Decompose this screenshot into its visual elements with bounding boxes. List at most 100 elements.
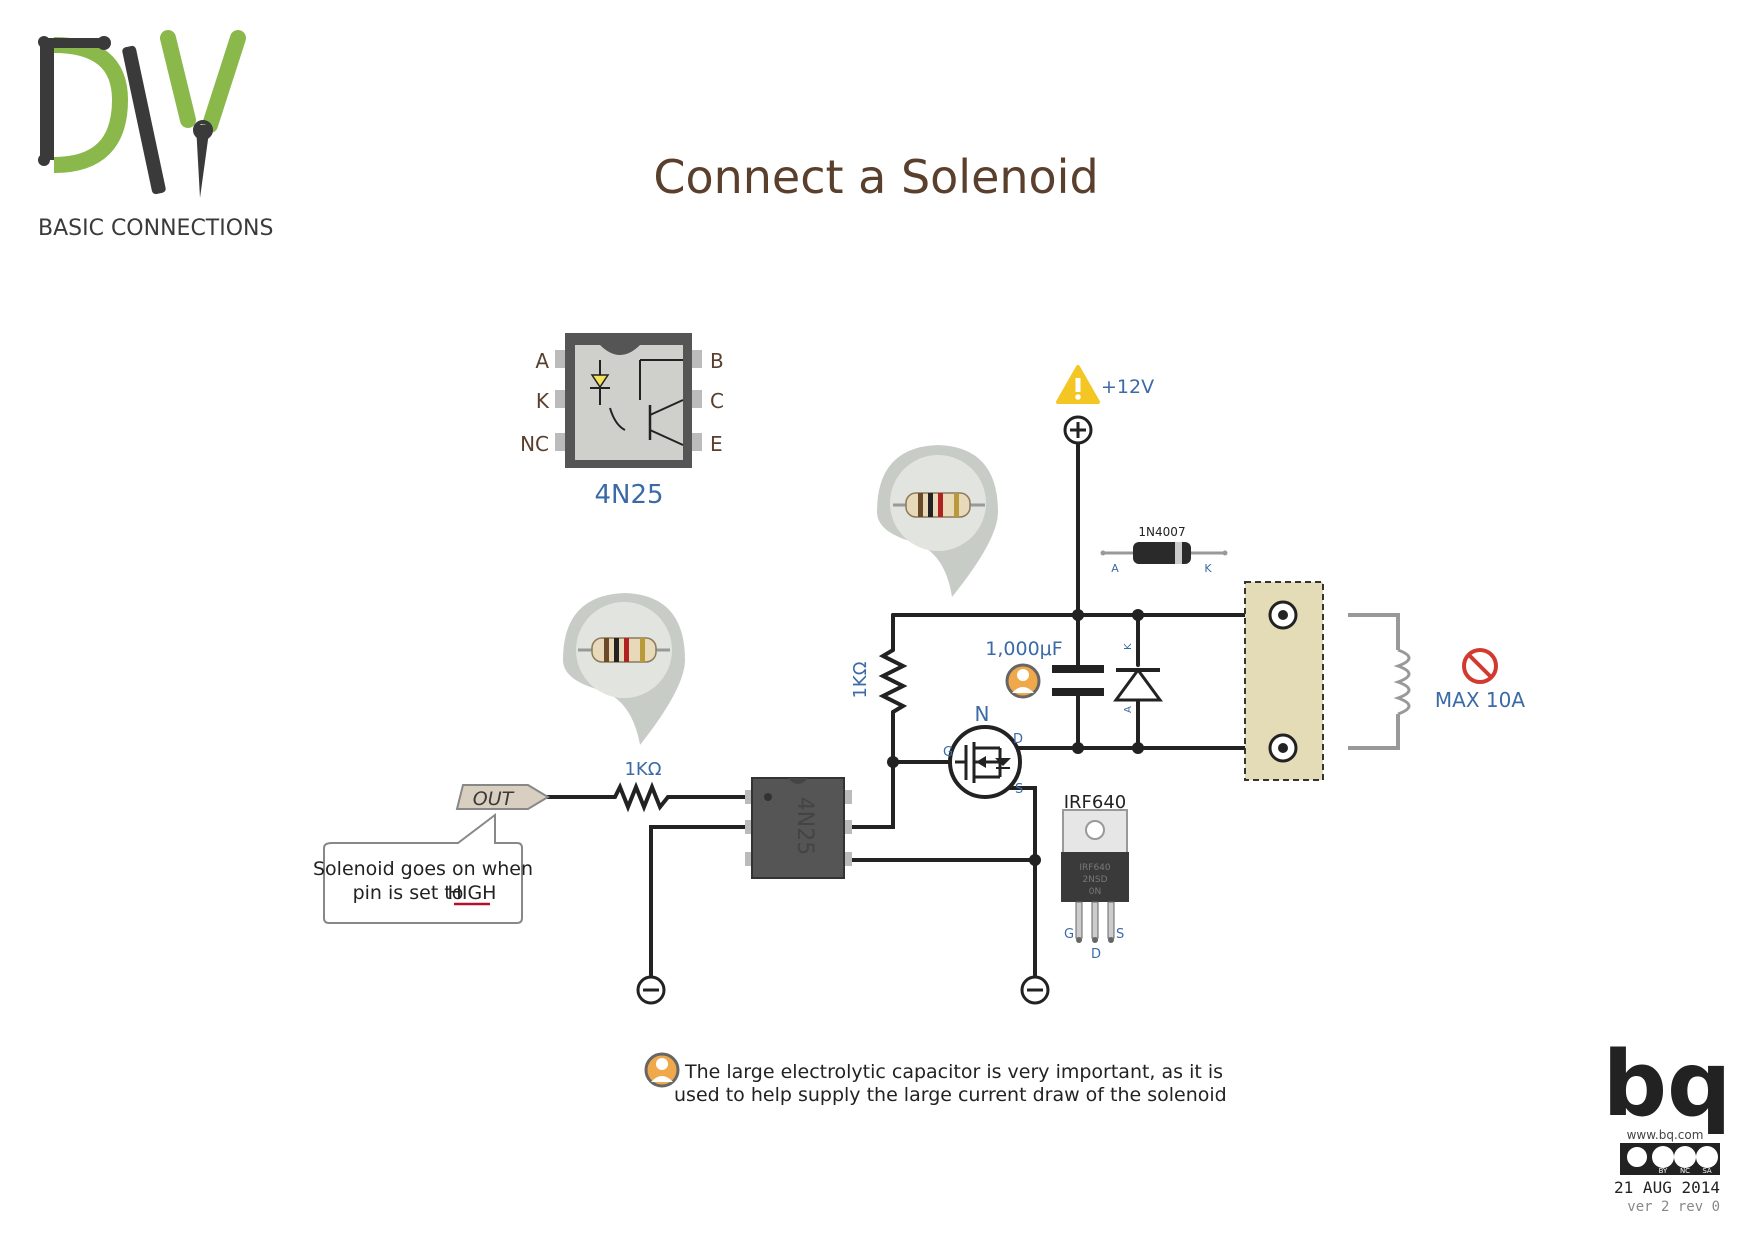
pin-stub-nc — [555, 433, 565, 451]
bq-url: www.bq.com — [1627, 1128, 1704, 1142]
callout-line1: Solenoid goes on when — [313, 858, 533, 880]
pin-label-nc: NC — [520, 432, 549, 456]
logo-d-top-bar — [40, 38, 106, 48]
diode-symbol-anode: A — [1123, 706, 1134, 713]
optocoupler-name: 4N25 — [594, 480, 663, 510]
diode-cathode-band — [1175, 542, 1182, 564]
pin-label-b: B — [710, 349, 724, 373]
junction-gate — [887, 756, 899, 768]
creative-commons-icon — [1620, 1143, 1720, 1175]
irf640-body — [1061, 852, 1129, 902]
optocoupler-window — [575, 345, 683, 460]
prohibit-icon — [1462, 648, 1498, 684]
logo-d-curve — [53, 37, 129, 173]
diode-body — [1133, 542, 1191, 564]
logo-pliers-pivot — [193, 120, 213, 140]
flyback-diode-symbol — [1113, 667, 1163, 702]
irf640-body-text3: 0N — [1089, 887, 1101, 897]
logo-pliers-tip — [196, 125, 210, 198]
junction-source — [1029, 854, 1041, 866]
pin-label-e: E — [710, 432, 723, 456]
junction-dots — [887, 609, 1144, 866]
irf640-package — [1061, 809, 1129, 943]
coil-windings — [1393, 648, 1411, 716]
capacitor-plate-bottom — [1052, 688, 1104, 696]
resistor-2-balloon — [877, 445, 998, 597]
resistor-1-balloon — [563, 593, 685, 745]
irf640-pin-d: D — [1091, 947, 1101, 962]
solenoid-coil — [1348, 613, 1411, 750]
junction-bottom-diode — [1132, 742, 1144, 754]
mosfet-type-label: N — [975, 702, 990, 726]
irf640-pin-g: G — [1064, 927, 1074, 942]
pin-label-a: A — [535, 349, 549, 373]
light-arrow — [609, 407, 626, 431]
diy-logo — [38, 30, 246, 198]
irf640-body-text1: IRF640 — [1079, 863, 1111, 873]
capacitor-plate-top — [1052, 665, 1104, 673]
cc-nc: NC — [1680, 1167, 1690, 1175]
irf640-leg-s — [1107, 901, 1115, 939]
irf640-leg-d — [1091, 901, 1099, 939]
logo-d-knob — [97, 36, 111, 50]
plus-terminal-icon — [1063, 415, 1093, 445]
pin-stub-e — [692, 433, 702, 451]
logo-subtitle: BASIC CONNECTIONS — [38, 216, 273, 241]
pin-stub-k — [555, 390, 565, 408]
junction-top-supply — [1072, 609, 1084, 621]
bq-logo: bq — [1603, 1032, 1732, 1137]
optocoupler-chip — [745, 777, 852, 879]
note-line1: The large electrolytic capacitor is very… — [684, 1061, 1223, 1083]
logo-d-bar — [40, 40, 54, 160]
logo-y-right — [202, 30, 246, 133]
info-person-icon — [644, 1052, 680, 1088]
callout-line2-emph: HIGH — [448, 882, 497, 904]
solenoid-max-current: MAX 10A — [1435, 688, 1525, 712]
irf640-body-text2: 2NSD — [1082, 875, 1107, 885]
mosfet-symbol — [948, 725, 1022, 799]
junction-top-diode — [1132, 609, 1144, 621]
logo-screw-bottom — [38, 154, 50, 166]
resistor-1-label: 1KΩ — [624, 759, 661, 780]
note-line2: used to help supply the large current dr… — [674, 1084, 1227, 1106]
irf640-pin-s: S — [1116, 927, 1124, 942]
cc-sa: SA — [1702, 1167, 1712, 1175]
mosfet-gate-label: G — [943, 745, 953, 760]
output-pin-label: OUT — [473, 788, 515, 810]
diode-part-label: 1N4007 — [1138, 525, 1185, 539]
screw-terminal-top — [1268, 600, 1298, 630]
diode-part-1n4007 — [1100, 542, 1228, 564]
footer-version: ver 2 rev 0 — [1627, 1199, 1720, 1215]
irf640-hole — [1085, 820, 1105, 840]
resistor-2 — [878, 648, 908, 714]
screw-terminal-bottom — [1268, 733, 1298, 763]
output-pin-tag — [455, 784, 550, 810]
pin-stub-a — [555, 350, 565, 368]
wires — [543, 441, 1285, 977]
optocoupler-notch — [600, 345, 640, 355]
logo-y-left — [160, 30, 196, 128]
cc-by: BY — [1659, 1167, 1668, 1175]
pin-stub-c — [692, 390, 702, 408]
pin-label-c: C — [710, 389, 724, 413]
mosfet-drain-label: D — [1013, 732, 1023, 747]
capacitor-label: 1,000μF — [985, 638, 1062, 660]
optocoupler-pinout — [555, 333, 702, 468]
info-person-icon — [1005, 663, 1041, 699]
resistor-2-label: 1KΩ — [850, 661, 871, 698]
callout-bubble — [323, 812, 523, 924]
capacitor-symbol — [1052, 665, 1104, 696]
resistor-1 — [613, 781, 670, 813]
pin-stub-b — [692, 350, 702, 368]
mosfet-source-label: S — [1015, 782, 1023, 797]
junction-bottom-cap — [1072, 742, 1084, 754]
diode-part-cathode: K — [1204, 562, 1212, 575]
footer-date: 21 AUG 2014 — [1614, 1178, 1720, 1197]
pin-label-k: K — [536, 389, 550, 413]
diode-symbol-cathode: K — [1123, 643, 1134, 650]
optocoupler-chip-label: 4N25 — [792, 797, 817, 855]
minus-ground-icon — [1020, 975, 1050, 1005]
minus-ground-icon — [636, 975, 666, 1005]
diode-part-anode: A — [1111, 562, 1119, 575]
